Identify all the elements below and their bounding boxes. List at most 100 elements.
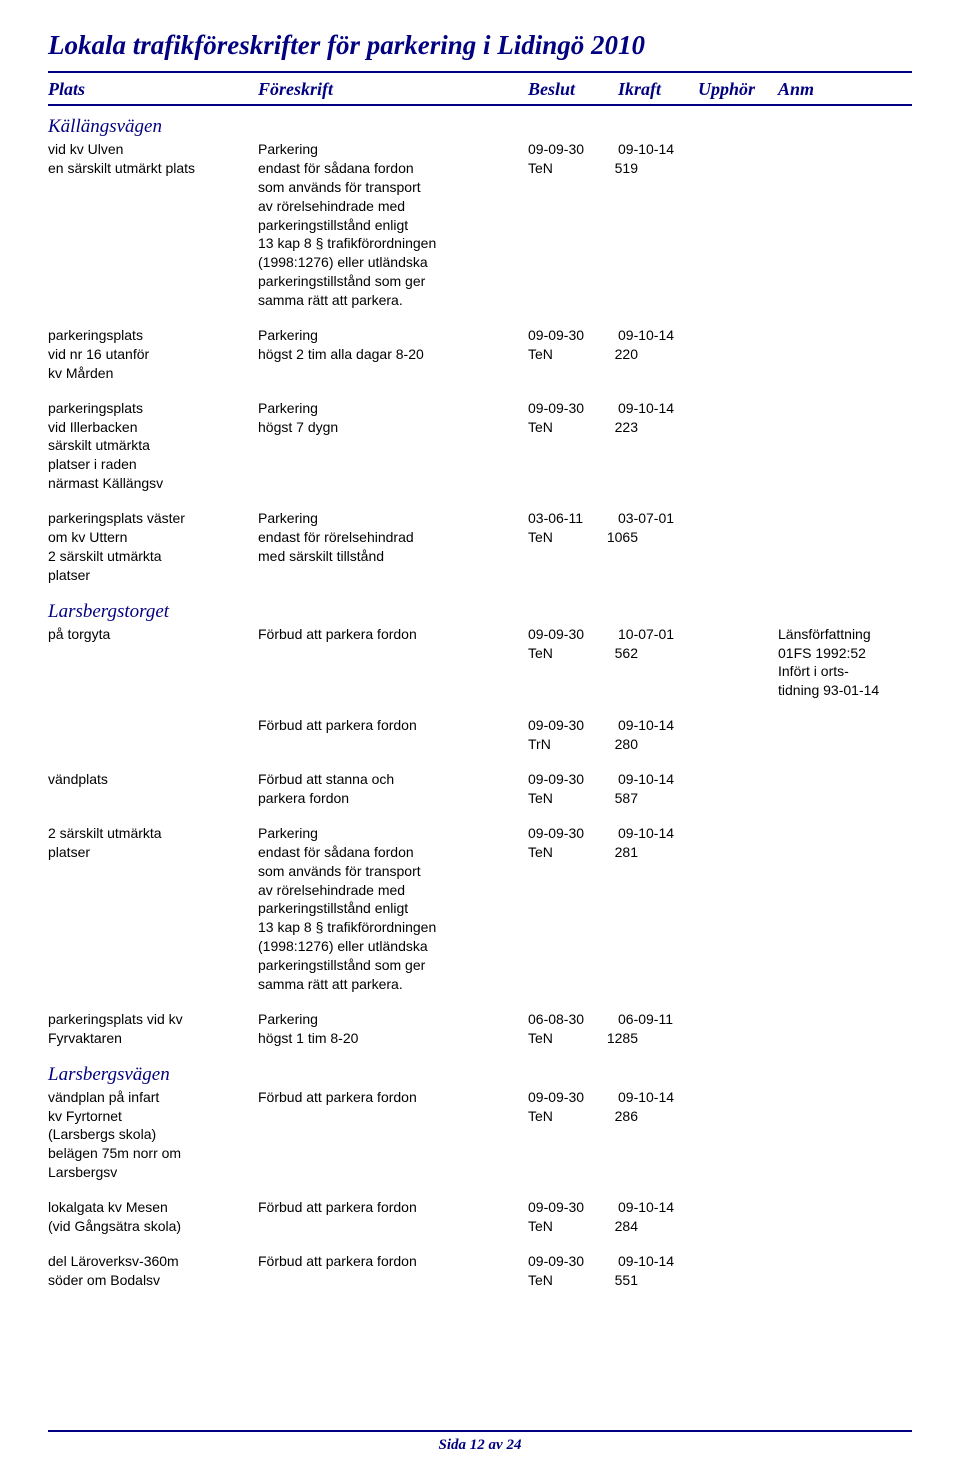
- header-upphor: Upphör: [698, 79, 778, 100]
- cell-plats: vändplan på infart kv Fyrtornet (Larsber…: [48, 1088, 258, 1182]
- cell-plats: del Läroverksv-360m söder om Bodalsv: [48, 1252, 258, 1290]
- cell-anm: [778, 399, 912, 493]
- header-beslut: Beslut: [528, 79, 618, 100]
- cell-foreskrift: Förbud att parkera fordon: [258, 625, 528, 701]
- date-ikraft: 09-10-14: [618, 716, 708, 735]
- divider-footer: [48, 1430, 912, 1432]
- cell-anm: [778, 716, 912, 754]
- table-row: parkeringsplats väster om kv Uttern 2 sä…: [48, 509, 912, 585]
- section-heading: Larsbergstorget: [48, 601, 912, 623]
- table-row: parkeringsplats vid nr 16 utanför kv Mår…: [48, 326, 912, 383]
- table-row: vid kv Ulven en särskilt utmärkt platsPa…: [48, 140, 912, 310]
- page-footer: Sida 12 av 24: [0, 1437, 960, 1454]
- authority: TeN: [528, 1029, 578, 1048]
- authority: TeN: [528, 418, 578, 437]
- cell-beslut-ikraft: 09-09-3010-07-01TeN562: [528, 625, 778, 701]
- header-foreskrift: Föreskrift: [258, 79, 528, 100]
- cell-foreskrift: Förbud att parkera fordon: [258, 716, 528, 754]
- cell-beslut-ikraft: 06-08-3006-09-11 TeN1285: [528, 1010, 778, 1048]
- cell-anm: [778, 1088, 912, 1182]
- column-headers: Plats Föreskrift Beslut Ikraft Upphör An…: [48, 79, 912, 100]
- date-beslut: 09-09-30: [528, 399, 618, 418]
- cell-plats: på torgyta: [48, 625, 258, 701]
- cell-foreskrift: Parkering endast för sådana fordon som a…: [258, 824, 528, 994]
- date-beslut: 09-09-30: [528, 770, 618, 789]
- date-ikraft: 03-07-01: [618, 509, 708, 528]
- cell-anm: Länsförfattning 01FS 1992:52 Infört i or…: [778, 625, 912, 701]
- cell-plats: lokalgata kv Mesen (vid Gångsätra skola): [48, 1198, 258, 1236]
- cell-beslut-ikraft: 09-09-3009-10-14TeN284: [528, 1198, 778, 1236]
- date-beslut: 09-09-30: [528, 1252, 618, 1271]
- date-beslut: 03-06-11: [528, 509, 618, 528]
- decision-number: 280: [578, 735, 638, 754]
- date-ikraft: 09-10-14: [618, 824, 708, 843]
- decision-number: 551: [578, 1271, 638, 1290]
- cell-plats: vändplats: [48, 770, 258, 808]
- cell-foreskrift: Förbud att parkera fordon: [258, 1198, 528, 1236]
- divider-top: [48, 71, 912, 73]
- cell-foreskrift: Parkering endast för rörelsehindrad med …: [258, 509, 528, 585]
- cell-beslut-ikraft: 09-09-3009-10-14 TeN220: [528, 326, 778, 383]
- date-beslut: 09-09-30: [528, 625, 618, 644]
- cell-anm: [778, 326, 912, 383]
- header-anm: Anm: [778, 79, 838, 100]
- decision-number: 1065: [578, 528, 638, 547]
- authority: TeN: [528, 159, 578, 178]
- cell-beslut-ikraft: 03-06-1103-07-01TeN1065: [528, 509, 778, 585]
- cell-plats: parkeringsplats vid nr 16 utanför kv Mår…: [48, 326, 258, 383]
- cell-beslut-ikraft: 09-09-3009-10-14TeN587: [528, 770, 778, 808]
- table-row: vändplan på infart kv Fyrtornet (Larsber…: [48, 1088, 912, 1182]
- cell-beslut-ikraft: 09-09-3009-10-14 TrN280: [528, 716, 778, 754]
- cell-foreskrift: Parkering högst 2 tim alla dagar 8-20: [258, 326, 528, 383]
- cell-foreskrift: Förbud att stanna och parkera fordon: [258, 770, 528, 808]
- authority: TeN: [528, 789, 578, 808]
- date-beslut: 09-09-30: [528, 326, 618, 345]
- cell-anm: [778, 824, 912, 994]
- authority: TeN: [528, 1271, 578, 1290]
- table-row: parkeringsplats vid kv FyrvaktarenParker…: [48, 1010, 912, 1048]
- authority: TeN: [528, 644, 578, 663]
- decision-number: 1285: [578, 1029, 638, 1048]
- header-ikraft: Ikraft: [618, 79, 698, 100]
- authority: TrN: [528, 735, 578, 754]
- decision-number: 519: [578, 159, 638, 178]
- date-beslut: 09-09-30: [528, 716, 618, 735]
- date-ikraft: 09-10-14: [618, 770, 708, 789]
- authority: TeN: [528, 843, 578, 862]
- date-ikraft: 09-10-14: [618, 140, 708, 159]
- cell-beslut-ikraft: 09-09-3009-10-14 TeN551: [528, 1252, 778, 1290]
- date-beslut: 09-09-30: [528, 1088, 618, 1107]
- cell-plats: parkeringsplats vid Illerbacken särskilt…: [48, 399, 258, 493]
- cell-foreskrift: Förbud att parkera fordon: [258, 1252, 528, 1290]
- decision-number: 220: [578, 345, 638, 364]
- cell-anm: [778, 509, 912, 585]
- divider-mid: [48, 104, 912, 106]
- cell-foreskrift: Parkering högst 1 tim 8-20: [258, 1010, 528, 1048]
- date-beslut: 09-09-30: [528, 824, 618, 843]
- authority: TeN: [528, 345, 578, 364]
- table-row: på torgytaFörbud att parkera fordon09-09…: [48, 625, 912, 701]
- date-ikraft: 09-10-14: [618, 1088, 708, 1107]
- date-ikraft: 06-09-11: [618, 1010, 708, 1029]
- cell-anm: [778, 1252, 912, 1290]
- cell-beslut-ikraft: 09-09-3009-10-14TeN519: [528, 140, 778, 310]
- section-heading: Källängsvägen: [48, 116, 912, 138]
- date-ikraft: 09-10-14: [618, 326, 708, 345]
- date-beslut: 09-09-30: [528, 1198, 618, 1217]
- cell-foreskrift: Parkering endast för sådana fordon som a…: [258, 140, 528, 310]
- content-body: Källängsvägenvid kv Ulven en särskilt ut…: [48, 116, 912, 1290]
- decision-number: 562: [578, 644, 638, 663]
- table-row: 2 särskilt utmärkta platserParkering end…: [48, 824, 912, 994]
- date-ikraft: 09-10-14: [618, 1198, 708, 1217]
- cell-anm: [778, 1010, 912, 1048]
- date-beslut: 06-08-30: [528, 1010, 618, 1029]
- cell-plats: [48, 716, 258, 754]
- table-row: vändplatsFörbud att stanna och parkera f…: [48, 770, 912, 808]
- date-ikraft: 09-10-14: [618, 1252, 708, 1271]
- table-row: Förbud att parkera fordon09-09-3009-10-1…: [48, 716, 912, 754]
- decision-number: 286: [578, 1107, 638, 1126]
- authority: TeN: [528, 1217, 578, 1236]
- cell-foreskrift: Förbud att parkera fordon: [258, 1088, 528, 1182]
- table-row: parkeringsplats vid Illerbacken särskilt…: [48, 399, 912, 493]
- cell-foreskrift: Parkering högst 7 dygn: [258, 399, 528, 493]
